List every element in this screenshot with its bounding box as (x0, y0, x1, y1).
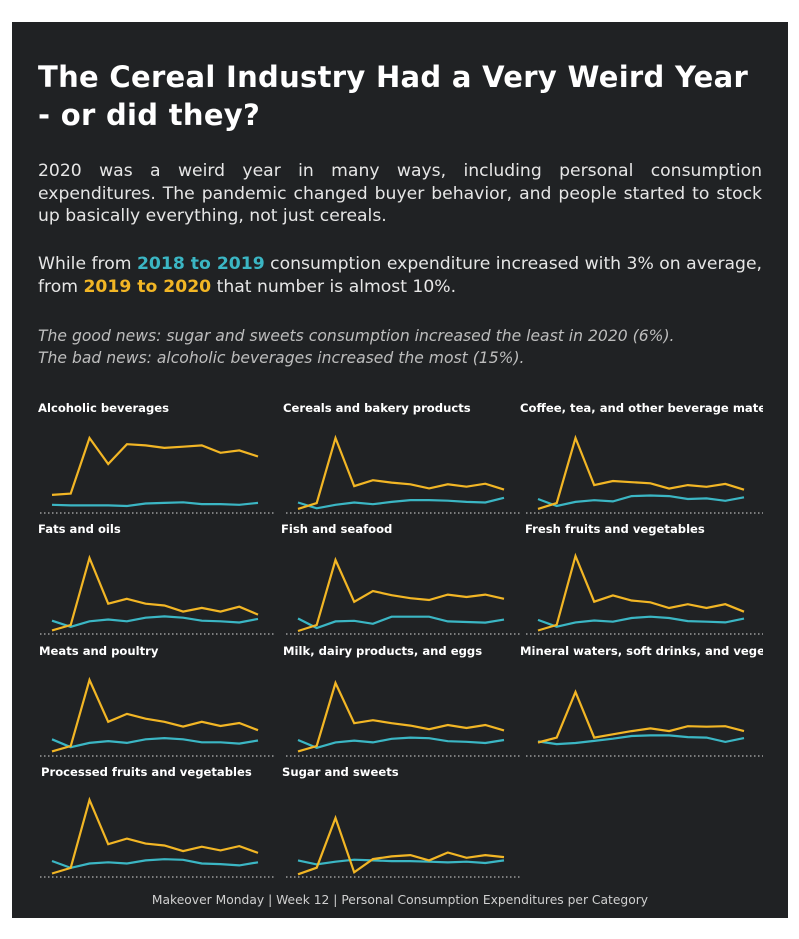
series-line-2018-2019 (297, 496, 505, 510)
chart-title: Mineral waters, soft drinks, and vegetab… (520, 644, 799, 658)
series-line-2019-2020 (297, 679, 505, 753)
series-line-2018-2019 (297, 615, 505, 630)
highlight-2019-2020: 2019 to 2020 (83, 276, 212, 297)
chart-panel: Meats and poultry (39, 644, 274, 757)
series-line-2018-2019 (537, 734, 745, 746)
footer-caption: Makeover Monday | Week 12 | Personal Con… (151, 893, 649, 907)
chart-panel: Fish and seafood (281, 522, 520, 635)
chart-panel: Milk, dairy products, and eggs (283, 644, 520, 757)
page-title: The Cereal Industry Had a Very Weird Yea… (38, 60, 749, 132)
comparison-text: While from (38, 254, 137, 274)
comparison-paragraph: While from 2018 to 2019 consumption expe… (38, 253, 762, 298)
bad-news-text: The bad news: alcoholic beverages increa… (38, 349, 525, 367)
news-block: The good news: sugar and sweets consumpt… (38, 325, 768, 369)
series-line-2019-2020 (51, 796, 259, 875)
chart-title: Coffee, tea, and other beverage material… (520, 401, 795, 415)
series-line-2018-2019 (537, 615, 745, 628)
series-line-2019-2020 (297, 814, 505, 876)
chart-title: Alcoholic beverages (38, 401, 169, 415)
intro-paragraph: 2020 was a weird year in many ways, incl… (38, 161, 762, 226)
chart-panel: Processed fruits and vegetables (40, 765, 274, 878)
series-line-2019-2020 (297, 556, 505, 633)
chart-title: Processed fruits and vegetables (41, 765, 252, 779)
chart-panel: Sugar and sweets (282, 765, 520, 878)
series-line-2018-2019 (51, 736, 259, 749)
chart-title: Fish and seafood (281, 522, 392, 536)
series-line-2019-2020 (51, 676, 259, 753)
series-line-2018-2019 (297, 858, 505, 866)
chart-title: Cereals and bakery products (283, 401, 471, 415)
series-line-2019-2020 (297, 434, 505, 510)
chart-panel: Mineral waters, soft drinks, and vegetab… (520, 644, 799, 757)
chart-panel: Coffee, tea, and other beverage material… (520, 401, 795, 514)
good-news-text: The good news: sugar and sweets consumpt… (38, 327, 675, 345)
chart-title: Sugar and sweets (282, 765, 399, 779)
chart-panel: Cereals and bakery products (283, 401, 520, 514)
series-line-2018-2019 (51, 858, 259, 870)
series-line-2018-2019 (537, 494, 745, 508)
chart-panel: Fats and oils (38, 522, 274, 635)
infographic-panel (12, 22, 788, 918)
chart-panel: Alcoholic beverages (38, 401, 274, 514)
series-line-2019-2020 (51, 435, 259, 496)
series-line-2019-2020 (51, 554, 259, 632)
comparison-text: that number is almost 10%. (211, 276, 457, 297)
chart-title: Fats and oils (38, 522, 121, 536)
series-line-2018-2019 (297, 736, 505, 749)
series-line-2019-2020 (537, 434, 745, 510)
series-line-2018-2019 (51, 501, 259, 508)
comparison-text: consumption expenditure increased with 3… (38, 254, 763, 297)
chart-title: Milk, dairy products, and eggs (283, 644, 482, 658)
highlight-2018-2019: 2018 to 2019 (136, 254, 265, 274)
chart-title: Meats and poultry (39, 644, 159, 658)
series-line-2019-2020 (537, 552, 745, 632)
charts-group: Alcoholic beverages Cereals and bakery pr… (38, 401, 799, 878)
series-line-2019-2020 (537, 689, 745, 744)
chart-panel: Fresh fruits and vegetables (525, 522, 763, 635)
chart-title: Fresh fruits and vegetables (525, 522, 705, 536)
series-line-2018-2019 (51, 615, 259, 628)
